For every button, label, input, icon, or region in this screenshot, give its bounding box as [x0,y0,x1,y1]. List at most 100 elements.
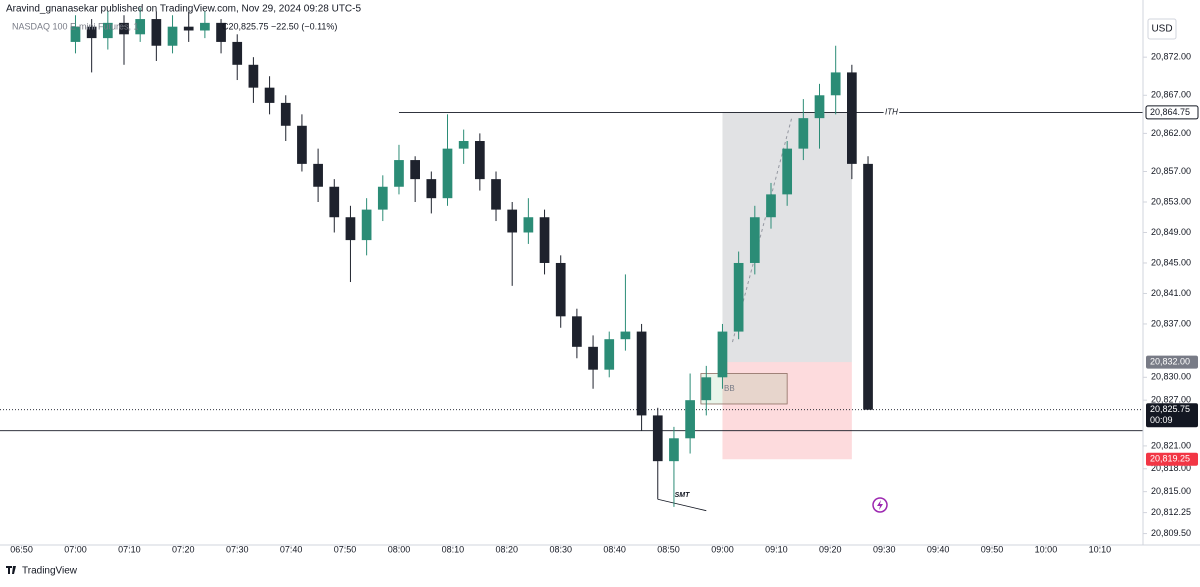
y-tick-label: 20,857.00 [1151,166,1191,176]
x-tick-label: 09:50 [981,544,1004,554]
candle-body [183,26,194,31]
y-tick-label: 20,872.00 [1151,52,1191,62]
smt-line [657,498,707,512]
ith-price-label-box [1145,105,1199,120]
x-tick-label: 10:00 [1035,544,1058,554]
candle-body [798,118,809,149]
candle-body [604,339,615,370]
y-tick-label: 20,867.00 [1151,90,1191,100]
candle-body [588,346,598,370]
candle-body [442,148,453,199]
y-tick-label: 20,837.00 [1151,318,1191,328]
last-price-label-countdown: 00:09 [1150,415,1173,425]
candle-body [652,415,663,462]
candle-body [151,19,162,46]
candle-body [685,400,695,439]
candle-body [313,163,323,187]
candle-body [329,186,340,218]
x-tick-label: 09:40 [927,544,950,554]
x-tick-label: 07:00 [64,544,87,554]
candle-body [636,331,647,416]
candle-body [847,72,857,164]
y-tick-label: 20,815.00 [1151,486,1191,496]
candle-body [474,141,485,180]
candle-body [361,209,372,241]
candle-body [733,262,744,332]
stop-price-label-box [1146,452,1198,466]
candle-body [620,331,631,340]
bb-label: BB [724,384,735,393]
y-tick-label: 20,812.25 [1151,507,1191,517]
candle-body [863,163,873,410]
y-tick-label: 20,818.00 [1151,463,1191,473]
x-tick-label: 08:20 [496,544,519,554]
candle-body [555,262,566,317]
entry-price-label-box [1146,355,1198,369]
y-tick-label: 20,845.00 [1151,257,1191,267]
candle-body [458,141,469,149]
symbol: NASDAQ 100 E-mini Futures, 1 [12,21,139,31]
y-tick-label: 20,827.00 [1151,395,1191,405]
x-tick-label: 08:00 [388,544,411,554]
candle-body [830,72,841,96]
candle-body [572,316,582,347]
entry-price-label: 20,832.00 [1150,356,1190,366]
candle-body [491,179,501,210]
last-price-label-box [1146,403,1198,428]
ith-price-label: 20,864.75 [1150,107,1190,117]
y-tick-label: 20,853.00 [1151,196,1191,206]
candle-body [119,22,129,35]
candle-body [167,26,178,46]
last-price-label: 20,825.75 [1150,404,1190,414]
x-tick-label: 08:30 [549,544,572,554]
candle-body [297,125,307,164]
candle-body [426,179,437,199]
candle-body [248,64,259,88]
candle-body [410,160,420,180]
x-tick-label: 10:10 [1089,544,1112,554]
y-tick-label: 20,809.50 [1151,528,1191,538]
x-tick-label: 09:10 [765,544,788,554]
brand: TradingView [22,566,78,577]
candle-body [814,95,825,119]
candle-body [135,19,146,35]
candle-body [782,148,793,195]
x-tick-label: 08:40 [603,544,626,554]
candle-body [345,217,356,241]
x-tick-label: 08:50 [657,544,680,554]
candle-body [280,102,291,126]
y-tick-label: 20,821.00 [1151,440,1191,450]
currency[interactable]: USD [1151,24,1172,35]
currency-box[interactable] [1147,18,1177,40]
candle-body [70,26,81,42]
candle-body [200,22,210,31]
publisher: Aravind_gnanasekar published on TradingV… [6,4,361,15]
smt-label: SMT [675,492,691,499]
x-tick-label: 09:30 [873,544,896,554]
candle-body [749,217,760,263]
y-tick-label: 20,862.00 [1151,128,1191,138]
x-tick-label: 09:20 [819,544,842,554]
candle-body [264,87,275,103]
y-tick-label: 20,830.00 [1151,372,1191,382]
x-tick-label: 07:30 [226,544,249,554]
plot-area: BB ITH SMT [0,7,1143,512]
y-tick-label: 20,841.00 [1151,288,1191,298]
candle-body [507,209,518,233]
brand-logo [6,566,16,574]
bb-box [700,373,788,405]
candle-body [539,217,550,263]
candle-body [216,22,226,42]
lightning-icon[interactable] [872,497,888,513]
x-tick-label: 07:20 [172,544,195,554]
x-tick-label: 07:50 [334,544,357,554]
candle-body [669,438,679,462]
x-tick-label: 07:10 [118,544,141,554]
quote: C20,825.75 −22.50 (−0.11%) [222,21,337,31]
x-tick-label: 06:50 [10,544,33,554]
x-tick-label: 09:00 [711,544,734,554]
candle-body [717,331,728,378]
x-tick-label: 08:10 [442,544,465,554]
